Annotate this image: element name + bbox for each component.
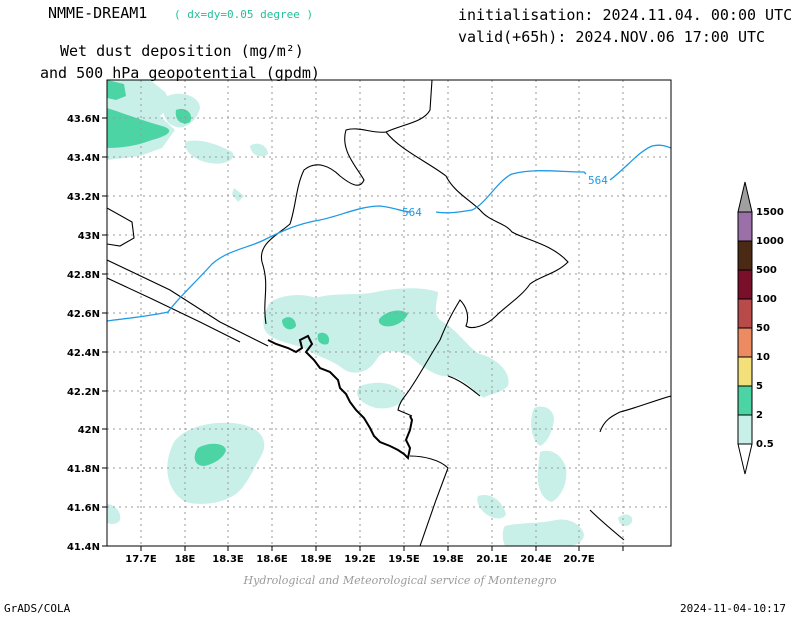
contour-label: 564: [402, 206, 422, 219]
lat-label: 43.6N: [67, 114, 100, 125]
colorbar-label: 10: [756, 352, 770, 363]
lon-label: 19.8E: [432, 554, 464, 565]
valid-time: valid(+65h): 2024.NOV.06 17:00 UTC: [458, 28, 766, 46]
colorbar-legend: [737, 181, 753, 475]
lon-label: 20.4E: [520, 554, 552, 565]
colorbar-label: 100: [756, 294, 777, 305]
colorbar-swatch: [737, 327, 753, 358]
dust-shading: [107, 80, 633, 546]
lat-label: 43.4N: [67, 153, 100, 164]
colorbar-top-arrow: [737, 181, 753, 213]
model-title: NMME-DREAM1: [48, 4, 148, 22]
lon-label: 20.1E: [476, 554, 508, 565]
colorbar-label: 5: [756, 381, 763, 392]
colorbar-label: 0.5: [756, 439, 774, 450]
resolution-label: ( dx=dy=0.05 degree ): [174, 8, 314, 21]
colorbar-label: 2: [756, 410, 763, 421]
colorbar-swatch: [737, 269, 753, 300]
variable-title: Wet dust deposition (mg/m²): [60, 42, 304, 60]
lat-label: 42.4N: [67, 348, 100, 359]
map-grid: [107, 80, 671, 546]
colorbar-swatch: [737, 414, 753, 445]
lon-label: 19.5E: [388, 554, 420, 565]
lat-label: 41.6N: [67, 503, 100, 514]
geopotential-contour: [107, 144, 671, 322]
lat-label: 42.8N: [67, 270, 100, 281]
contour-label: 564: [588, 174, 608, 187]
lat-label: 42.6N: [67, 309, 100, 320]
colorbar-label: 500: [756, 265, 777, 276]
colorbar-swatch: [737, 240, 753, 271]
lon-label: 19.2E: [344, 554, 376, 565]
country-borders: [107, 80, 671, 546]
lon-label: 18.9E: [300, 554, 332, 565]
lon-label: 17.7E: [125, 554, 157, 565]
lat-label: 41.4N: [67, 542, 100, 553]
init-time: initialisation: 2024.11.04. 00:00 UTC: [458, 6, 793, 24]
lat-label: 42N: [78, 425, 100, 436]
lat-label: 41.8N: [67, 464, 100, 475]
lat-label: 43N: [78, 231, 100, 242]
software-label: GrADS/COLA: [4, 602, 71, 615]
colorbar-bottom-arrow: [737, 443, 753, 475]
lat-label: 43.2N: [67, 192, 100, 203]
colorbar-label: 50: [756, 323, 770, 334]
lon-label: 18.3E: [212, 554, 244, 565]
colorbar-swatch: [737, 211, 753, 242]
colorbar-swatch: [737, 385, 753, 416]
colorbar-label: 1000: [756, 236, 784, 247]
lat-label: 42.2N: [67, 387, 100, 398]
credit-line: Hydrological and Meteorological service …: [243, 574, 557, 587]
colorbar-swatch: [737, 356, 753, 387]
variable-subtitle: and 500 hPa geopotential (gpdm): [40, 64, 320, 82]
lon-label: 18.6E: [256, 554, 288, 565]
lon-label: 18E: [175, 554, 196, 565]
colorbar-label: 1500: [756, 207, 784, 218]
colorbar-swatch: [737, 298, 753, 329]
generated-timestamp: 2024-11-04-10:17: [680, 602, 786, 615]
coastline: [267, 334, 414, 461]
lon-label: 20.7E: [563, 554, 595, 565]
